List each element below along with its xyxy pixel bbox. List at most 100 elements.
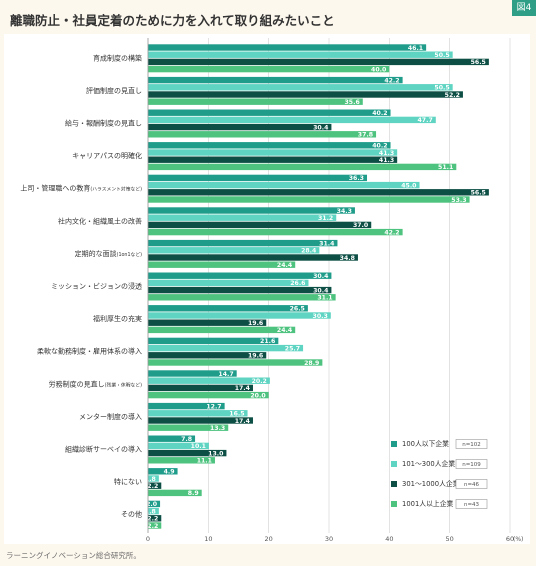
- bar-value-label: 31.4: [319, 240, 335, 247]
- x-tick-label: 50: [446, 535, 454, 543]
- legend-n-box: [455, 439, 488, 449]
- bar: [148, 402, 225, 410]
- bar: [148, 410, 248, 417]
- bar-value-label: 24.4: [277, 327, 293, 334]
- bar-value-label: 50.5: [434, 52, 449, 59]
- bar-value-label: 30.4: [313, 124, 329, 131]
- bar: [148, 417, 253, 424]
- category-label: 給与・報酬制度の見直し: [65, 119, 142, 128]
- bar: [148, 174, 368, 182]
- bar: [148, 189, 489, 196]
- bar: [148, 196, 470, 203]
- bar: [148, 207, 355, 214]
- bar: [148, 272, 332, 279]
- bar-value-label: 37.8: [358, 132, 373, 139]
- bar-value-label: 14.7: [218, 371, 233, 378]
- bar: [148, 489, 202, 497]
- bar-value-label: 1.8: [145, 476, 156, 483]
- bar: [148, 294, 336, 301]
- bar-value-label: 42.2: [384, 77, 399, 84]
- bar: [148, 254, 358, 261]
- bar-value-label: 11.1: [197, 458, 212, 465]
- legend-n-label: n=46: [464, 482, 480, 488]
- legend-label: 101～300人企業: [402, 459, 455, 468]
- bar: [148, 98, 363, 105]
- bar-value-label: 20.0: [250, 392, 266, 399]
- legend-swatch: [391, 481, 397, 487]
- legend-swatch: [391, 501, 397, 507]
- bar: [148, 391, 269, 399]
- bar: [148, 344, 304, 352]
- bar: [148, 149, 398, 156]
- bar: [148, 142, 391, 149]
- bar: [148, 457, 215, 464]
- legend-label: 100人以下企業: [402, 439, 449, 448]
- legend-n-box: [455, 499, 488, 509]
- bar: [148, 221, 372, 229]
- bar-value-label: 26.6: [290, 280, 305, 287]
- bar: [148, 163, 457, 171]
- bar-value-label: 36.3: [349, 175, 364, 182]
- category-label: メンター制度の導入: [79, 412, 142, 421]
- bar: [148, 475, 159, 482]
- category-label: 定期的な面談(1on1など): [75, 249, 143, 258]
- bar-value-label: 30.4: [313, 273, 329, 280]
- bar-value-label: 10.1: [191, 443, 206, 450]
- bar: [148, 359, 323, 366]
- bar-value-label: 52.2: [445, 92, 460, 99]
- bar-value-label: 2.0: [146, 501, 158, 508]
- x-tick-label: 60: [506, 535, 514, 543]
- bar-value-label: 19.6: [248, 320, 263, 327]
- x-tick-label: 40: [385, 535, 393, 543]
- bar: [148, 468, 178, 475]
- category-label: 上司・管理職への教育(ハラスメント対策など): [20, 184, 142, 193]
- bar-value-label: 19.6: [248, 353, 263, 360]
- legend-label: 1001人以上企業: [402, 499, 453, 508]
- bar-value-label: 31.2: [318, 215, 333, 222]
- bar-value-label: 45.0: [401, 182, 417, 189]
- bar-value-label: 8.9: [188, 490, 199, 497]
- bar: [148, 500, 161, 508]
- bar-value-label: 34.3: [337, 208, 352, 215]
- bar-value-label: 41.3: [379, 150, 394, 157]
- bar: [148, 449, 227, 457]
- bar-value-label: 17.4: [235, 418, 251, 425]
- bar: [148, 424, 229, 431]
- category-label: キャリアパスの明確化: [72, 151, 142, 160]
- bar-value-label: 56.5: [471, 190, 486, 197]
- bar-value-label: 1.8: [145, 508, 156, 515]
- bar: [148, 109, 391, 116]
- bar-value-label: 47.7: [418, 117, 433, 124]
- bar-value-label: 20.2: [252, 378, 267, 385]
- bar-value-label: 46.1: [408, 45, 423, 52]
- bar-value-label: 41.3: [379, 157, 394, 164]
- bar-value-label: 2.2: [147, 483, 158, 490]
- bar: [148, 51, 453, 58]
- bar-value-label: 56.5: [471, 59, 486, 66]
- legend-n-label: n=43: [464, 502, 480, 508]
- bar-value-label: 51.1: [438, 164, 453, 171]
- bar: [148, 286, 332, 294]
- bar-value-label: 50.5: [434, 85, 449, 92]
- legend-n-label: n=102: [462, 442, 481, 448]
- bar-value-label: 40.2: [372, 110, 387, 117]
- bar: [148, 442, 209, 450]
- bar-value-label: 13.0: [208, 450, 224, 457]
- bar-value-label: 53.3: [451, 197, 466, 204]
- legend-label: 301～1000人企業: [402, 479, 460, 488]
- bar-value-label: 28.9: [304, 360, 319, 367]
- bar: [148, 84, 453, 91]
- bar: [148, 91, 463, 98]
- bar: [148, 247, 320, 254]
- figure-tag: 図4: [512, 0, 536, 16]
- bar-value-label: 12.7: [206, 403, 221, 410]
- legend-swatch: [391, 461, 397, 467]
- bar-value-label: 24.4: [277, 262, 293, 269]
- bar: [148, 131, 377, 138]
- page-title: 離職防止・社員定着のために力を入れて取り組みたいこと: [10, 13, 335, 28]
- bar: [148, 261, 296, 268]
- bar-value-label: 2.2: [147, 523, 158, 530]
- bar: [148, 435, 196, 442]
- bar: [148, 312, 331, 319]
- category-label: 評価制度の見直し: [86, 86, 142, 95]
